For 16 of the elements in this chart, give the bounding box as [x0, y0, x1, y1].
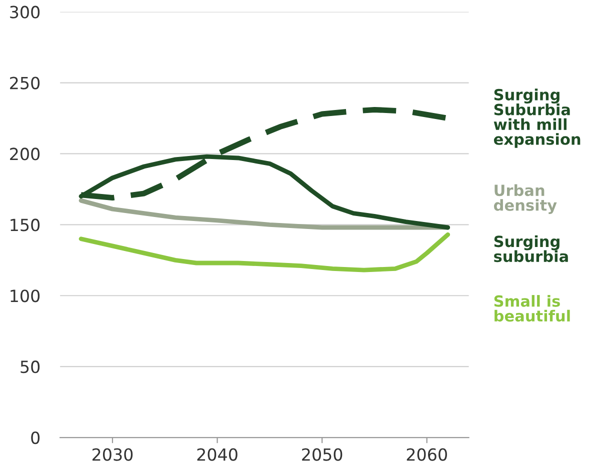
y-tick-label: 0 — [31, 431, 40, 444]
y-tick-label: 200 — [10, 148, 40, 160]
y-tick-label: 250 — [10, 76, 40, 90]
text: Surging suburbia — [494, 235, 568, 262]
text: Urban density — [494, 184, 557, 214]
x-tick-label: 2060 — [406, 448, 447, 461]
y-tick-label: 300 — [10, 6, 40, 18]
x-tick-label: 2030 — [92, 448, 133, 461]
text: Small is beautiful — [494, 295, 570, 322]
text: Surging Suburbia with mill expansion — [494, 88, 580, 148]
x-tick-label: 2040 — [197, 448, 238, 461]
x-tick-label: 2050 — [302, 448, 342, 461]
y-tick-label: 150 — [10, 218, 40, 232]
y-tick-label: 100 — [10, 290, 40, 302]
line-series — [78, 232, 450, 272]
y-tick-label: 50 — [20, 360, 40, 374]
